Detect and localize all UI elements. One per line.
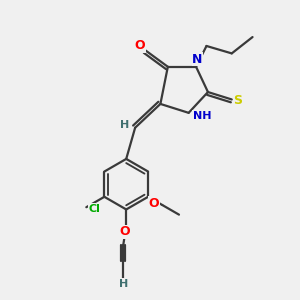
Text: NH: NH (193, 111, 211, 121)
Text: S: S (233, 94, 242, 107)
Text: H: H (120, 120, 129, 130)
Text: O: O (148, 197, 159, 210)
Text: N: N (192, 53, 203, 66)
Text: H: H (118, 279, 128, 289)
Text: O: O (119, 225, 130, 238)
Text: Cl: Cl (89, 204, 100, 214)
Text: O: O (134, 40, 145, 52)
